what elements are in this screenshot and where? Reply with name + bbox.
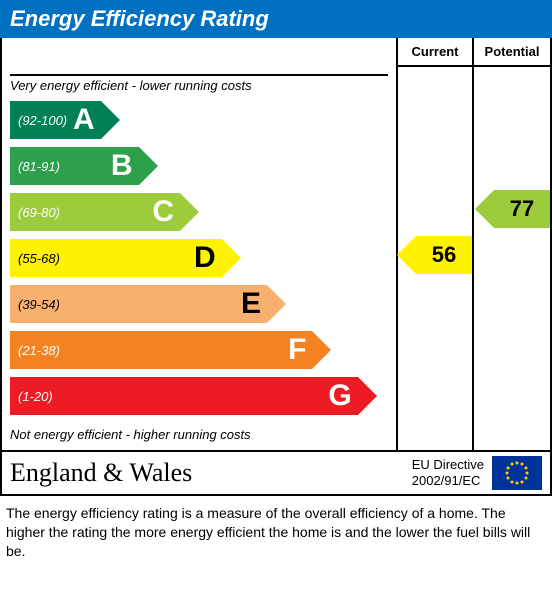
directive-line1: EU Directive bbox=[412, 457, 484, 473]
header-bar: Energy Efficiency Rating bbox=[0, 0, 552, 38]
caption-efficient: Very energy efficient - lower running co… bbox=[10, 76, 388, 99]
band-range-c: (69-80) bbox=[18, 205, 60, 220]
band-c: (69-80) C bbox=[10, 193, 180, 231]
footer-directive: EU Directive 2002/91/EC bbox=[412, 457, 484, 488]
band-letter-g: G bbox=[328, 379, 351, 413]
band-f: (21-38) F bbox=[10, 331, 312, 369]
band-row-e: (39-54) E bbox=[10, 283, 388, 325]
band-g: (1-20) G bbox=[10, 377, 358, 415]
band-letter-b: B bbox=[111, 149, 133, 183]
current-indicator-value: 56 bbox=[432, 242, 456, 268]
band-range-d: (55-68) bbox=[18, 251, 60, 266]
band-range-e: (39-54) bbox=[18, 297, 60, 312]
band-range-g: (1-20) bbox=[18, 389, 53, 404]
band-row-d: (55-68) D bbox=[10, 237, 388, 279]
band-letter-e: E bbox=[241, 287, 261, 321]
potential-column: Potential 77 bbox=[474, 38, 550, 450]
band-a: (92-100) A bbox=[10, 101, 101, 139]
band-row-f: (21-38) F bbox=[10, 329, 388, 371]
chart-container: Very energy efficient - lower running co… bbox=[0, 38, 552, 452]
band-row-a: (92-100) A bbox=[10, 99, 388, 141]
current-column-header: Current bbox=[398, 38, 472, 67]
potential-indicator-value: 77 bbox=[510, 196, 534, 222]
bands-list: (92-100) A (81-91) B (69-80) C (55-68) D (39-54)… bbox=[10, 99, 388, 417]
band-b: (81-91) B bbox=[10, 147, 139, 185]
footer-region: England & Wales bbox=[10, 458, 412, 488]
current-indicator: 56 bbox=[416, 236, 472, 274]
caption-inefficient: Not energy efficient - higher running co… bbox=[10, 421, 388, 444]
band-row-b: (81-91) B bbox=[10, 145, 388, 187]
band-range-f: (21-38) bbox=[18, 343, 60, 358]
band-letter-d: D bbox=[194, 241, 216, 275]
header-title: Energy Efficiency Rating bbox=[10, 6, 269, 31]
band-row-g: (1-20) G bbox=[10, 375, 388, 417]
band-range-b: (81-91) bbox=[18, 159, 60, 174]
eu-flag-icon bbox=[492, 456, 542, 490]
bands-column: Very energy efficient - lower running co… bbox=[2, 38, 398, 450]
band-letter-a: A bbox=[73, 103, 95, 137]
directive-line2: 2002/91/EC bbox=[412, 473, 484, 489]
current-column: Current 56 bbox=[398, 38, 474, 450]
main-column-header-spacer bbox=[10, 44, 388, 76]
band-row-c: (69-80) C bbox=[10, 191, 388, 233]
band-letter-c: C bbox=[152, 195, 174, 229]
potential-indicator: 77 bbox=[494, 190, 550, 228]
description-text: The energy efficiency rating is a measur… bbox=[0, 496, 552, 569]
band-d: (55-68) D bbox=[10, 239, 222, 277]
band-letter-f: F bbox=[288, 333, 306, 367]
band-range-a: (92-100) bbox=[18, 113, 67, 128]
potential-column-header: Potential bbox=[474, 38, 550, 67]
band-e: (39-54) E bbox=[10, 285, 267, 323]
footer-row: England & Wales EU Directive 2002/91/EC bbox=[0, 452, 552, 496]
